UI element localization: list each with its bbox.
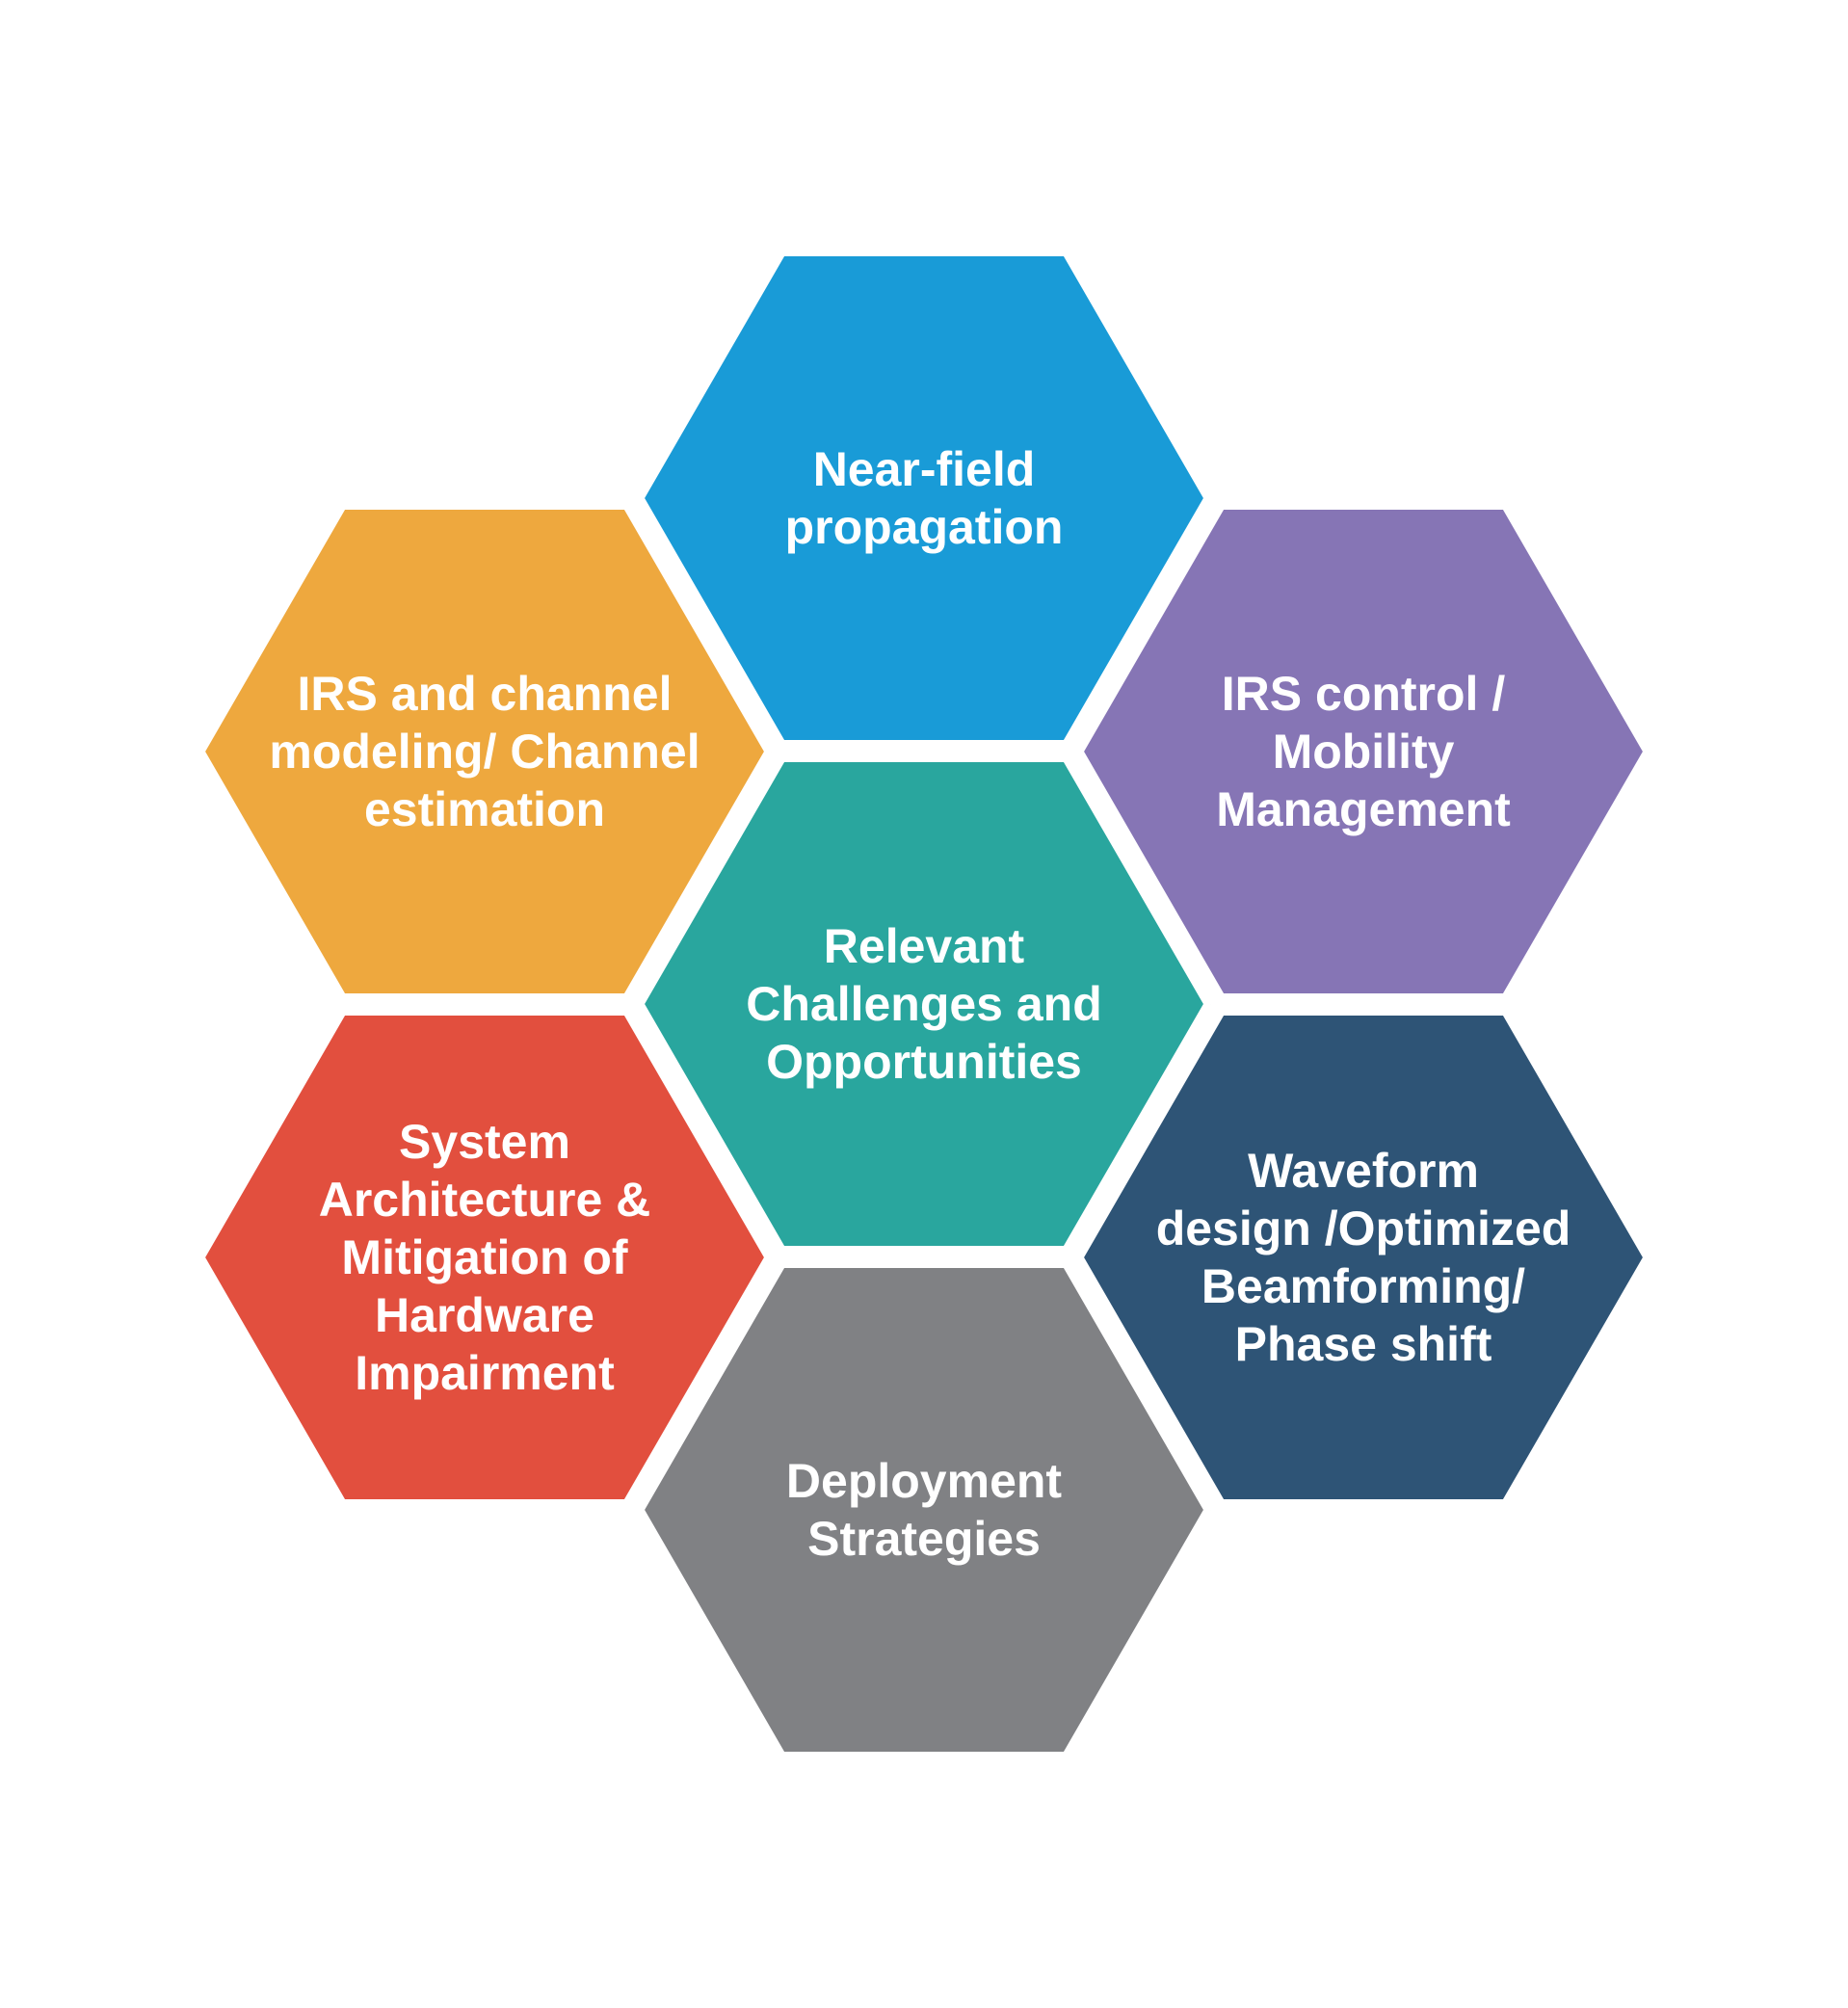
hex-node-top-left: IRS and channel modeling/ Channel estima…: [198, 503, 772, 1000]
honeycomb-diagram: Relevant Challenges and OpportunitiesNea…: [0, 0, 1848, 2008]
hex-label-top-right: IRS control / Mobility Management: [1076, 665, 1650, 838]
hex-node-bottom-left: System Architecture & Mitigation of Hard…: [198, 1009, 772, 1506]
hex-label-bottom-left: System Architecture & Mitigation of Hard…: [198, 1113, 772, 1402]
hex-node-top-right: IRS control / Mobility Management: [1076, 503, 1650, 1000]
hex-label-top-left: IRS and channel modeling/ Channel estima…: [198, 665, 772, 838]
